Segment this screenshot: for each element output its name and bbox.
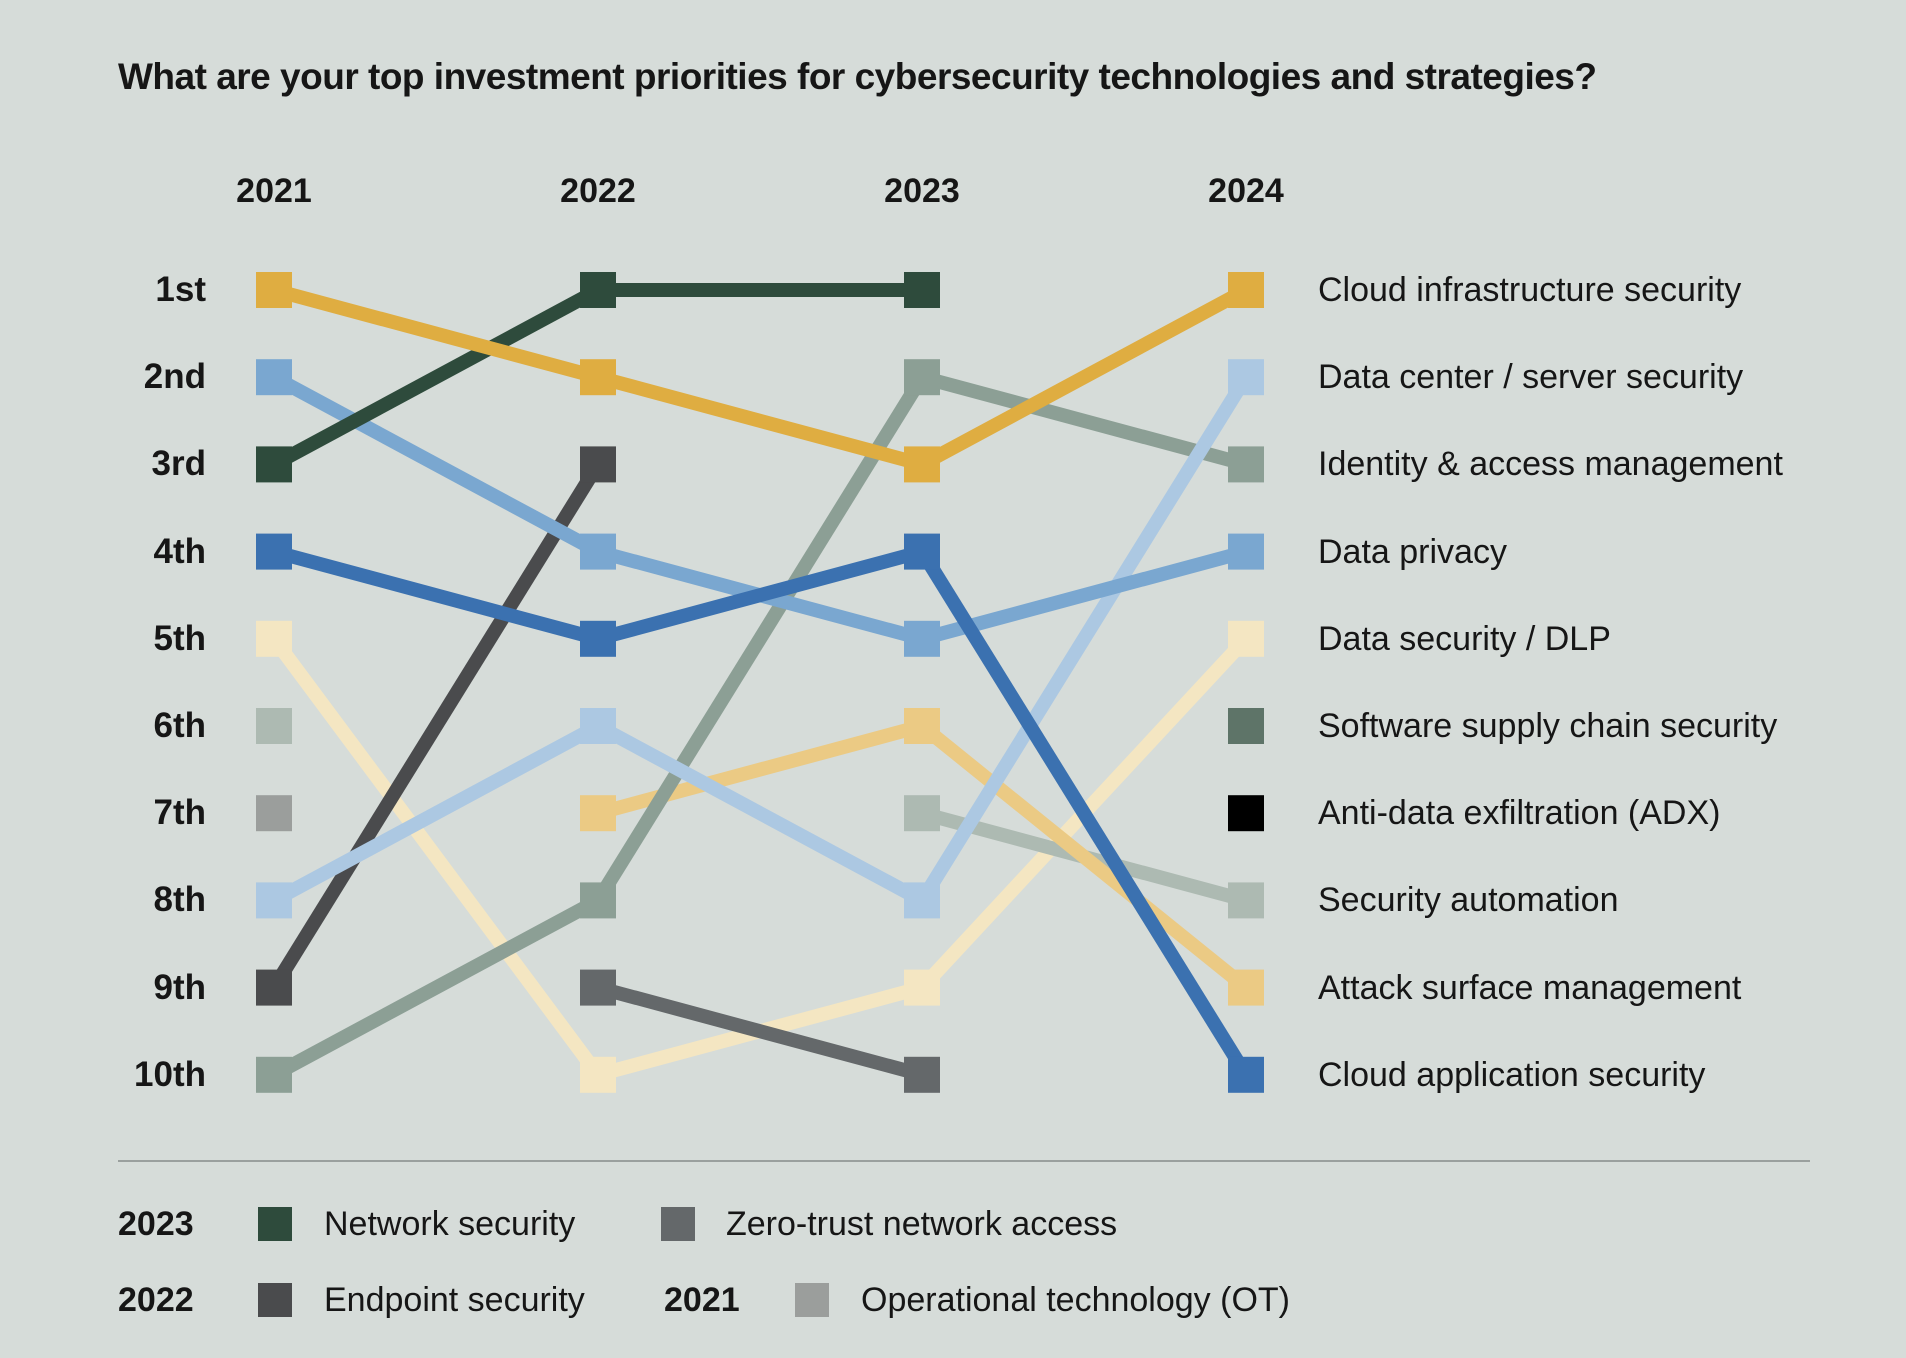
series-line-identity-access-management (920, 370, 1248, 472)
series-line-endpoint-security (268, 460, 604, 992)
year-label-2022: 2022 (560, 172, 636, 210)
marker-attack-surface-management-2023 (904, 708, 940, 744)
marker-security-automation-2021 (256, 708, 292, 744)
marker-data-security-dlp-2022 (580, 1056, 616, 1093)
marker-zero-trust-network-access-2022 (580, 969, 616, 1006)
marker-data-privacy-2024 (1228, 533, 1264, 570)
marker-data-center-server-security-2022 (580, 708, 616, 744)
marker-data-center-server-security-2024 (1228, 359, 1264, 396)
marker-data-security-dlp-2023 (904, 969, 940, 1006)
marker-identity-access-management-2022 (580, 882, 616, 919)
marker-cloud-infrastructure-security-2022 (580, 359, 616, 396)
marker-network-security-2021 (256, 446, 292, 483)
legend-label-operational-technology: Operational technology (OT) (861, 1281, 1290, 1319)
category-label-anti-data-exfiltration-adx: Anti-data exfiltration (ADX) (1318, 794, 1721, 833)
marker-data-privacy-2022 (580, 533, 616, 570)
series-line-identity-access-management (592, 373, 928, 905)
rank-label-3rd: 3rd (151, 444, 206, 484)
series-line-data-privacy (920, 544, 1248, 646)
category-label-security-automation: Security automation (1318, 881, 1619, 920)
legend-year-2021: 2021 (664, 1281, 740, 1319)
marker-cloud-application-security-2022 (580, 620, 616, 657)
marker-zero-trust-network-access-2023 (904, 1056, 940, 1093)
endpoint-security-swatch (258, 1283, 292, 1317)
page-title: What are your top investment priorities … (118, 56, 1597, 97)
rank-label-5th: 5th (153, 618, 207, 658)
series-line-cloud-application-security (916, 547, 1252, 1079)
series-line-attack-surface-management (917, 720, 1251, 994)
marker-data-privacy-2023 (904, 620, 940, 657)
series-line-data-center-server-security (916, 373, 1252, 905)
category-label-cloud-infrastructure-security: Cloud infrastructure security (1318, 271, 1742, 309)
series-line-attack-surface-management (596, 719, 924, 820)
rank-label-8th: 8th (153, 880, 207, 920)
rank-label-7th: 7th (153, 793, 207, 833)
category-label-data-privacy: Data privacy (1318, 532, 1507, 571)
series-line-data-security-dlp (268, 634, 604, 1079)
year-label-2021: 2021 (236, 172, 312, 210)
marker-data-security-dlp-2024 (1228, 620, 1264, 657)
marker-data-center-server-security-2023 (904, 882, 940, 919)
rank-label-1st: 1st (155, 270, 206, 309)
marker-security-automation-2024 (1228, 882, 1264, 919)
category-label-cloud-application-security: Cloud application security (1318, 1055, 1706, 1094)
marker-cloud-infrastructure-security-2024 (1228, 272, 1264, 308)
category-label-software-supply-chain-security: Software supply chain security (1318, 707, 1778, 745)
marker-identity-access-management-2021 (256, 1056, 292, 1093)
marker-cloud-application-security-2021 (256, 533, 292, 570)
rank-label-9th: 9th (153, 967, 207, 1007)
series-line-cloud-application-security (272, 544, 600, 646)
operational-technology-swatch (795, 1283, 829, 1317)
series-line-cloud-infrastructure-security (918, 283, 1250, 471)
series-line-cloud-infrastructure-security (596, 370, 924, 472)
year-label-2023: 2023 (884, 172, 960, 210)
series-line-cloud-application-security (596, 544, 924, 646)
legend-divider (118, 1160, 1810, 1162)
series-line-identity-access-management (270, 894, 602, 1081)
rank-label-2nd: 2nd (143, 357, 206, 397)
marker-network-security-2023 (904, 272, 940, 308)
category-label-identity-access-management: Identity & access management (1318, 445, 1783, 484)
series-line-data-privacy (270, 371, 602, 558)
category-label-data-center-server-security: Data center / server security (1318, 358, 1744, 397)
category-label-data-security-dlp: Data security / DLP (1318, 619, 1611, 658)
legend-label-network-security: Network security (324, 1205, 576, 1243)
rank-label-6th: 6th (153, 706, 207, 745)
marker-cloud-infrastructure-security-2021 (256, 272, 292, 308)
marker-cloud-application-security-2023 (904, 533, 940, 570)
series-line-data-center-server-security (594, 719, 926, 907)
category-label-attack-surface-management: Attack surface management (1318, 968, 1742, 1007)
rank-label-10th: 10th (134, 1054, 206, 1094)
marker-operational-technology-ot-2021 (256, 795, 292, 832)
year-label-2024: 2024 (1208, 172, 1284, 210)
marker-software-supply-chain-security-2024 (1228, 708, 1264, 744)
network-security-swatch (258, 1207, 292, 1241)
marker-data-center-server-security-2021 (256, 882, 292, 919)
marker-anti-data-exfiltration-adx-2024 (1228, 795, 1264, 832)
marker-security-automation-2023 (904, 795, 940, 832)
marker-network-security-2022 (580, 272, 616, 308)
marker-data-privacy-2021 (256, 359, 292, 396)
legend-label-zero-trust: Zero-trust network access (726, 1205, 1118, 1243)
legend-label-endpoint-security: Endpoint security (324, 1281, 585, 1319)
rank-label-4th: 4th (153, 531, 207, 571)
marker-identity-access-management-2023 (904, 359, 940, 396)
marker-identity-access-management-2024 (1228, 446, 1264, 483)
marker-cloud-application-security-2024 (1228, 1056, 1264, 1093)
marker-cloud-infrastructure-security-2023 (904, 446, 940, 483)
legend-year-2022: 2022 (118, 1281, 194, 1319)
series-line-network-security (270, 283, 602, 471)
legend-year-2023: 2023 (118, 1205, 194, 1243)
marker-endpoint-security-2021 (256, 969, 292, 1006)
marker-data-security-dlp-2021 (256, 620, 292, 657)
marker-endpoint-security-2022 (580, 446, 616, 483)
series-line-cloud-infrastructure-security (272, 283, 600, 384)
series-line-zero-trust-network-access (596, 980, 924, 1082)
series-line-data-center-server-security (270, 719, 602, 907)
marker-attack-surface-management-2022 (580, 795, 616, 832)
marker-attack-surface-management-2024 (1228, 969, 1264, 1006)
zero-trust-swatch (661, 1207, 695, 1241)
